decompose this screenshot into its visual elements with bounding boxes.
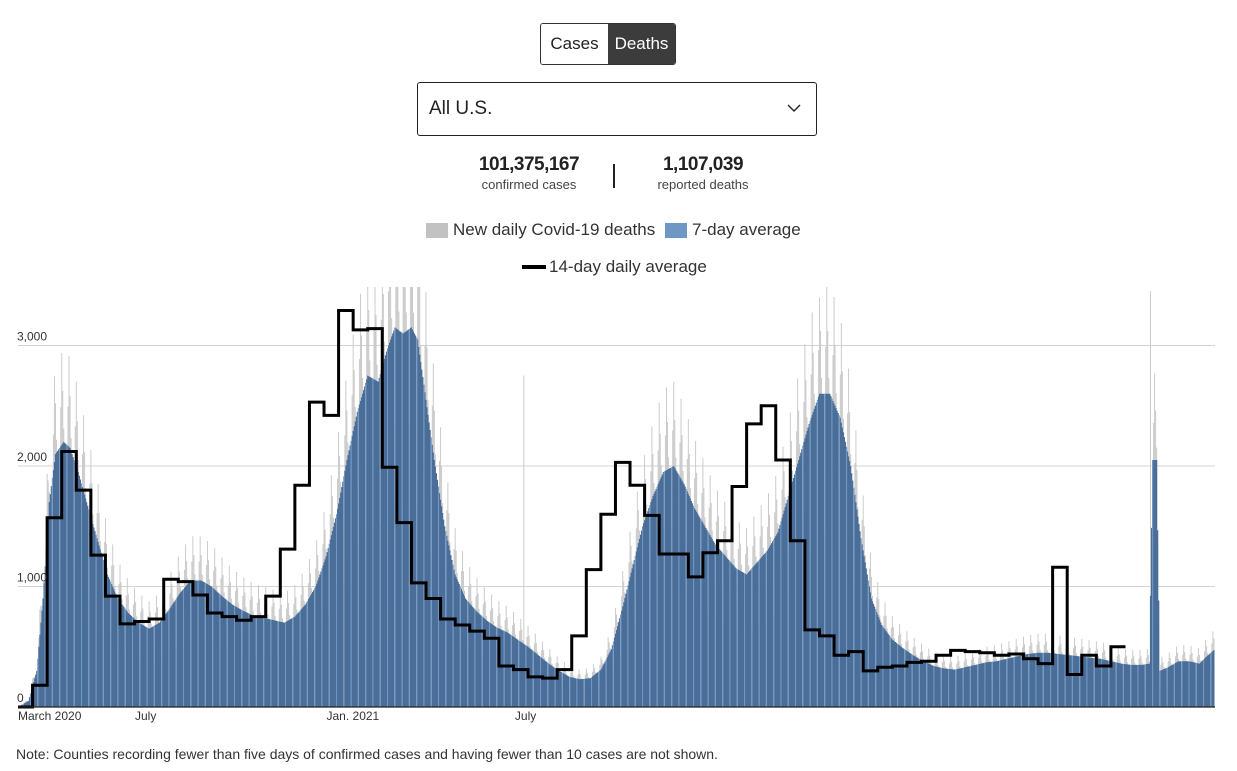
- region-select-value: All U.S.: [429, 98, 493, 119]
- legend-daily: New daily Covid-19 deaths: [426, 220, 655, 240]
- region-select[interactable]: All U.S.: [417, 82, 817, 136]
- avg7-area-light: [22, 327, 1212, 707]
- legend-daily-label: New daily Covid-19 deaths: [453, 220, 656, 239]
- legend-avg14: 14-day daily average: [522, 257, 707, 277]
- legend-avg14-label: 14-day daily average: [549, 257, 707, 276]
- footnote: Note: Counties recording fewer than five…: [16, 746, 718, 762]
- deaths-count-label: reported deaths: [657, 177, 749, 192]
- y-tick-label: 3,000: [17, 330, 47, 344]
- x-tick-label: July: [135, 709, 156, 723]
- avg14-step-line: [18, 309, 1126, 709]
- cases-stat: 101,375,167 confirmed cases: [459, 154, 599, 192]
- cases-toggle-button[interactable]: Cases: [541, 24, 608, 64]
- x-tick-label: March 2020: [18, 709, 82, 723]
- deaths-stat: 1,107,039 reported deaths: [638, 154, 768, 192]
- x-tick-label: Jan. 2021: [327, 709, 380, 723]
- legend-avg7-label: 7-day average: [692, 220, 801, 239]
- deaths-count: 1,107,039: [662, 154, 744, 175]
- cases-count-label: confirmed cases: [481, 177, 577, 192]
- cases-count: 101,375,167: [478, 154, 580, 175]
- deaths-toggle-button[interactable]: Deaths: [608, 24, 675, 64]
- y-tick-label: 0: [17, 691, 24, 705]
- legend-avg7-swatch: [665, 222, 687, 238]
- deaths-chart: 0 1,000 2,000 3,000 March 2020 July Jan. 2021 J…: [17, 287, 1215, 723]
- chevron-down-icon: [787, 104, 801, 112]
- y-tick-label: 2,000: [17, 450, 47, 464]
- x-tick-label: July: [515, 709, 536, 723]
- avg7-area: [18, 327, 1215, 707]
- y-tick-label: 1,000: [17, 571, 47, 585]
- legend-daily-swatch: [426, 222, 448, 238]
- legend-avg7: 7-day average: [665, 220, 801, 240]
- stats-divider: [613, 164, 615, 188]
- legend-avg14-swatch: [522, 265, 546, 269]
- metric-toggle: Cases Deaths: [540, 23, 676, 65]
